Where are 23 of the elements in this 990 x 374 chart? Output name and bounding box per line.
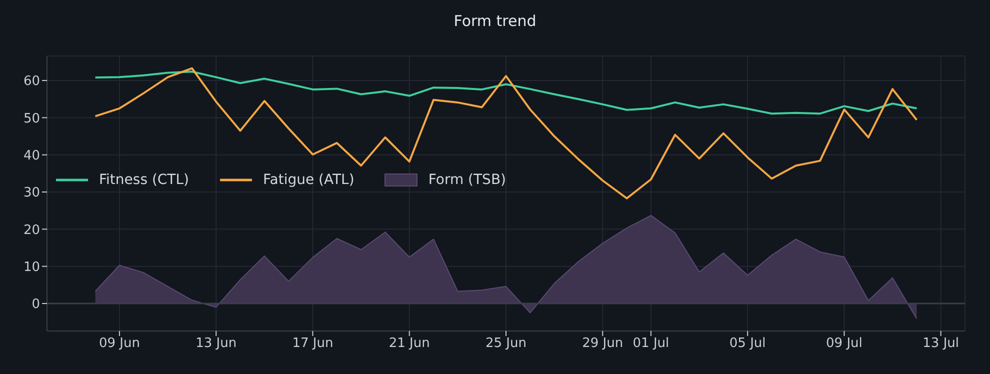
x-tick-label: 13 Jul xyxy=(922,336,960,352)
x-tick-label: 13 Jun xyxy=(196,336,237,352)
x-tick-label: 25 Jun xyxy=(486,336,526,352)
legend-label: Fatigue (ATL) xyxy=(263,172,354,188)
y-tick-label: 30 xyxy=(23,186,40,201)
x-tick-label: 29 Jun xyxy=(582,336,624,352)
y-tick-label: 0 xyxy=(32,297,40,312)
x-tick-label: 09 Jul xyxy=(826,336,862,352)
line-series xyxy=(94,70,918,115)
y-tick-label: 40 xyxy=(23,148,40,164)
chart-title: Form trend xyxy=(452,12,538,30)
x-tick-label: 17 Jun xyxy=(292,336,334,352)
legend-label: Form (TSB) xyxy=(428,172,506,188)
y-tick-label: 60 xyxy=(23,74,40,90)
line-series xyxy=(94,67,918,200)
y-tick-label: 20 xyxy=(23,222,40,238)
x-tick-label: 09 Jun xyxy=(98,336,140,352)
x-tick-label: 01 Jul xyxy=(632,336,670,352)
x-tick-label: 21 Jun xyxy=(388,336,430,352)
y-tick-label: 10 xyxy=(23,260,40,275)
x-tick-label: 05 Jul xyxy=(729,336,766,352)
y-tick-label: 50 xyxy=(23,111,40,126)
legend-label: Fitness (CTL) xyxy=(99,172,189,188)
